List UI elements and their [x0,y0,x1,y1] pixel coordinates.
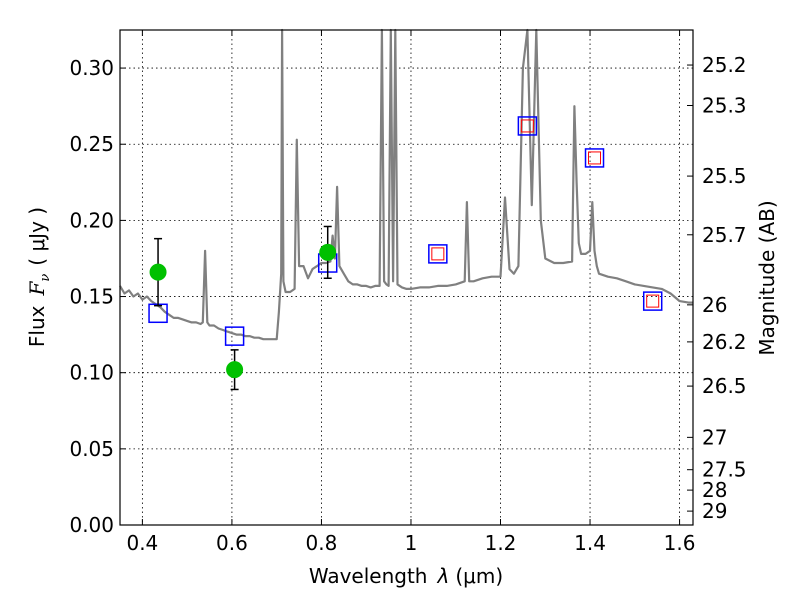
observed-point [319,243,337,261]
model-photometry-inner-box [588,151,602,165]
spectrum-layer [119,28,693,341]
photometry-layer [148,116,663,391]
y2-tick-label: 25.3 [702,94,747,118]
y-tick-label: 0.20 [69,208,114,232]
axis-ticks: 0.4 0.6 0.8 1 1.2 1.4 1.6 0.00 0.05 0.10 0.15 0.20 0… [69,30,747,555]
model-photometry-box [584,148,605,168]
y-tick-label: 0.25 [69,132,114,156]
y-tick-label: 0.10 [69,361,114,385]
y2-tick-label: 28 [702,478,727,502]
plot-frame [119,29,694,526]
y2-tick-label: 26.2 [702,330,747,354]
model-photometry-box [428,244,448,264]
x-tick-label: 1.2 [485,531,517,555]
x-axis-label: Wavelength λ (μm) [309,564,503,588]
y2-axis-label: Magnitude (AB) [755,200,779,355]
observed-point [149,263,167,281]
x-tick-label: 0.6 [216,531,248,555]
x-tick-label: 1 [405,531,418,555]
x-tick-label: 0.4 [126,531,158,555]
y2-tick-label: 26.5 [702,374,747,398]
model-photometry-box [517,116,538,136]
model-photometry-box [642,291,663,311]
y2-tick-label: 27.5 [702,458,747,482]
y-axis-label: FluxFν( μJy ) [25,207,53,347]
model-photometry-inner-box [646,294,660,308]
x-tick-label: 1.4 [574,531,606,555]
y2-tick-label: 29 [702,499,727,523]
y2-tick-label: 25.5 [702,164,747,188]
y2-tick-label: 25.2 [702,53,747,77]
y-tick-label: 0.15 [69,285,114,309]
x-tick-label: 1.6 [664,531,696,555]
spectrum-line [119,28,693,341]
y2-tick-label: 25.7 [702,223,747,247]
x-tick-label: 0.8 [306,531,338,555]
model-photometry-box [224,326,245,346]
y2-tick-label: 26 [702,293,727,317]
y2-tick-label: 27 [702,425,727,449]
y-tick-label: 0.05 [69,437,114,461]
observed-point [226,361,244,379]
y-tick-label: 0.00 [69,513,114,537]
model-photometry-inner-box [520,119,534,133]
model-photometry-inner-box [431,247,445,261]
y-tick-label: 0.30 [69,56,114,80]
